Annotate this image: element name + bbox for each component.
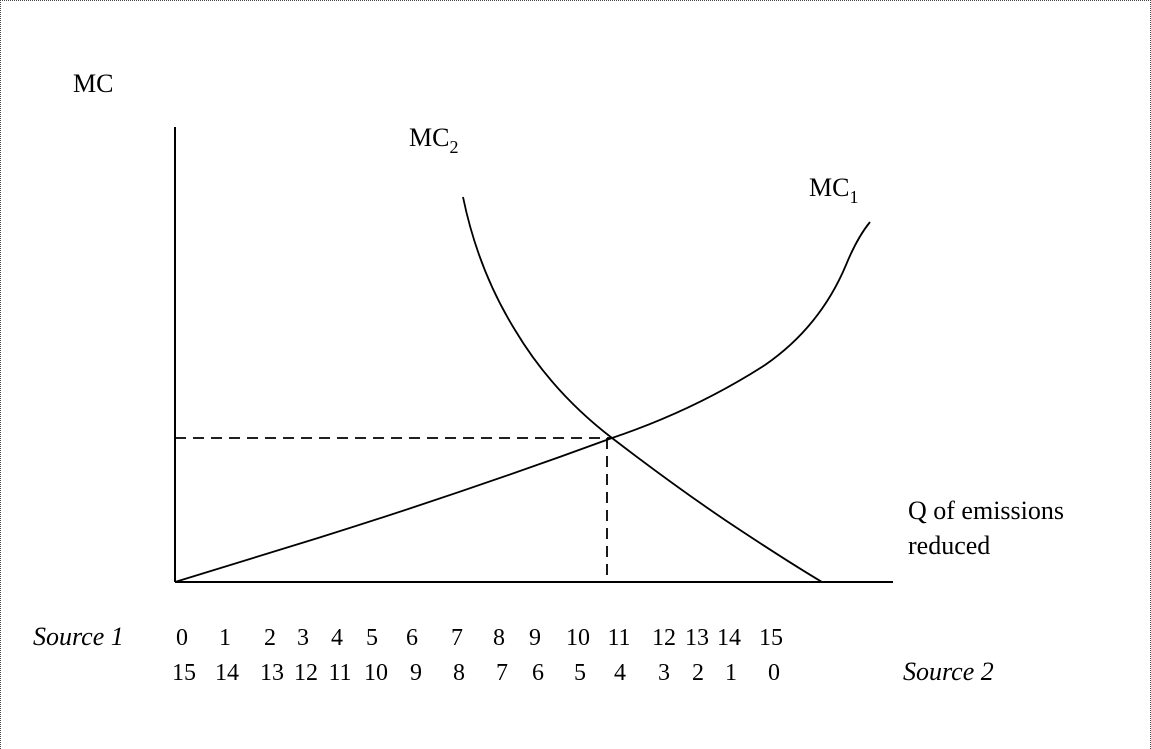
source-1-label: Source 1 — [33, 622, 124, 651]
source-1-tick-13: 13 — [685, 625, 709, 651]
source-1-tick-labels: 0 1 2 3 4 5 6 7 8 9 10 11 12 13 14 15 — [176, 625, 783, 651]
mc2-label-subscript: 2 — [449, 137, 458, 157]
source-1-tick-2: 2 — [264, 625, 276, 651]
source-2-tick-3: 3 — [658, 660, 670, 686]
source-2-tick-5: 5 — [574, 660, 586, 686]
mc2-label: MC2 — [409, 123, 458, 157]
source-2-label: Source 2 — [903, 657, 994, 686]
x-axis-label-line-2: reduced — [908, 531, 990, 560]
source-2-tick-10: 10 — [364, 660, 388, 686]
source-2-tick-2: 2 — [692, 660, 704, 686]
source-1-tick-3: 3 — [297, 625, 309, 651]
y-axis-label: MC — [73, 69, 113, 98]
x-axis-label: Q of emissions reduced — [908, 496, 1071, 560]
source-2-tick-4: 4 — [614, 660, 626, 686]
source-1-tick-5: 5 — [366, 625, 378, 651]
source-1-tick-6: 6 — [406, 625, 418, 651]
source-2-tick-15: 15 — [172, 660, 196, 686]
source-1-tick-0: 0 — [176, 625, 188, 651]
mc1-label: MC1 — [809, 173, 858, 207]
source-1-tick-1: 1 — [219, 625, 231, 651]
source-1-tick-10: 10 — [566, 625, 590, 651]
source-2-tick-12: 12 — [294, 660, 318, 686]
mc1-label-subscript: 1 — [849, 187, 858, 207]
source-2-tick-9: 9 — [410, 660, 422, 686]
mc1-curve — [174, 221, 871, 583]
source-2-tick-labels: 15 14 13 12 11 10 9 8 7 6 5 4 3 2 1 0 — [172, 660, 780, 686]
source-1-tick-8: 8 — [493, 625, 505, 651]
source-1-tick-4: 4 — [331, 625, 343, 651]
mc2-curve — [462, 196, 823, 583]
source-2-tick-1: 1 — [725, 660, 737, 686]
source-2-tick-11: 11 — [328, 660, 351, 686]
source-2-tick-13: 13 — [260, 660, 284, 686]
source-1-tick-12: 12 — [652, 625, 676, 651]
source-2-tick-6: 6 — [532, 660, 544, 686]
source-2-tick-8: 8 — [453, 660, 465, 686]
x-axis-label-line-1: Q of emissions — [908, 496, 1064, 525]
source-1-tick-7: 7 — [451, 625, 463, 651]
source-1-tick-14: 14 — [717, 625, 741, 651]
source-1-tick-11: 11 — [607, 625, 630, 651]
mc1-label-main: MC — [809, 173, 849, 202]
source-1-tick-15: 15 — [759, 625, 783, 651]
source-2-tick-7: 7 — [496, 660, 508, 686]
source-2-tick-0: 0 — [768, 660, 780, 686]
mc2-label-main: MC — [409, 123, 449, 152]
source-1-tick-9: 9 — [529, 625, 541, 651]
source-2-tick-14: 14 — [215, 660, 239, 686]
